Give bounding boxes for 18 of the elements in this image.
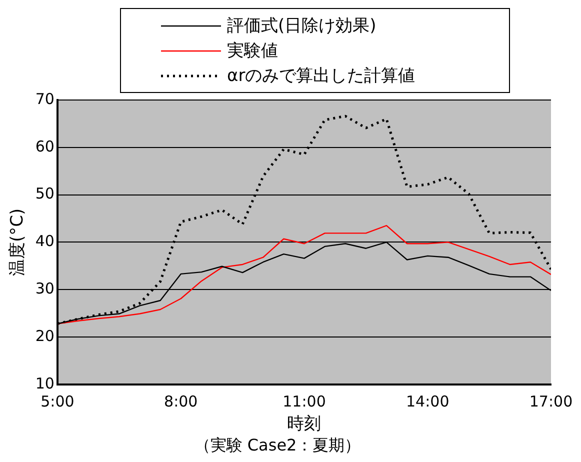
- x-tick-label: 11:00: [282, 392, 326, 410]
- legend-label: 評価式(日除け効果): [227, 15, 376, 37]
- y-tick-label: 30: [35, 279, 54, 298]
- x-tick-label: 8:00: [164, 392, 198, 410]
- legend-label: αrのみで算出した計算値: [227, 65, 416, 87]
- text: （実験 Case2：夏期）: [194, 436, 361, 455]
- y-tick-label: 70: [35, 90, 54, 108]
- legend-label: 実験値: [227, 40, 278, 62]
- x-axis-title: 時刻: [287, 414, 322, 434]
- y-tick-label: 40: [35, 232, 54, 250]
- y-axis-title: 温度(°C): [8, 208, 28, 276]
- x-tick-label: 14:00: [406, 392, 450, 410]
- x-tick-label: 5:00: [40, 392, 74, 410]
- y-tick-label: 60: [35, 137, 54, 156]
- y-tick-label: 20: [35, 326, 54, 345]
- y-tick-label: 50: [35, 184, 54, 203]
- x-tick-label: 17:00: [529, 392, 573, 410]
- y-tick-label: 10: [35, 374, 54, 392]
